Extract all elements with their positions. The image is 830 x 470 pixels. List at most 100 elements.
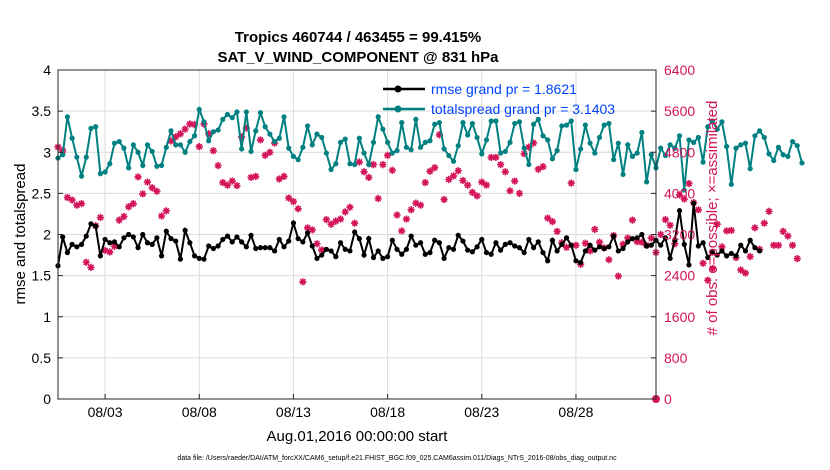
totalspread-point — [530, 121, 537, 127]
obs-marker-strokes — [190, 120, 199, 129]
obs-marker-strokes — [482, 181, 491, 189]
rmse-point — [695, 243, 701, 249]
obs-assimilated-point — [657, 230, 665, 239]
rmse-point — [611, 233, 617, 239]
obs-assimilated-point — [708, 264, 717, 273]
totalspread-point — [342, 136, 348, 142]
obs-marker-strokes — [82, 258, 90, 266]
obs-marker-strokes — [153, 187, 161, 195]
rmse-point — [111, 239, 118, 245]
totalspread-point — [521, 145, 527, 151]
totalspread-point — [64, 114, 71, 120]
obs-marker-strokes — [176, 130, 185, 138]
obs-marker-strokes — [497, 160, 505, 169]
obs-marker-strokes — [195, 142, 203, 151]
obs-marker-strokes — [63, 193, 72, 202]
totalspread-point — [352, 161, 358, 168]
obs-assimilated-point — [195, 142, 203, 151]
totalspread-point — [60, 152, 66, 158]
totalspread-point — [559, 123, 565, 129]
rmse-point — [88, 221, 94, 227]
obs-assimilated-point — [539, 163, 547, 171]
totalspread-point — [752, 133, 758, 139]
obs-assimilated-point — [581, 239, 589, 247]
obs-assimilated-point — [449, 172, 458, 180]
totalspread-point — [450, 158, 457, 164]
totalspread-point — [667, 142, 673, 148]
rmse-point — [248, 232, 254, 238]
totalspread-point — [328, 166, 334, 173]
obs-marker-strokes — [261, 151, 269, 159]
obs-assimilated-point — [515, 189, 524, 197]
obs-marker-strokes — [760, 219, 768, 227]
obs-assimilated-point — [63, 193, 72, 202]
obs-marker-strokes — [723, 227, 731, 235]
totalspread-point — [220, 116, 226, 122]
obs-assimilated-point — [388, 166, 396, 174]
obs-marker-strokes — [318, 246, 326, 254]
legend-rmse-marker — [394, 85, 402, 93]
obs-marker-strokes — [341, 208, 349, 216]
totalspread-point — [639, 129, 645, 136]
rmse-point — [168, 236, 174, 242]
left-y-tick-label: 2 — [43, 227, 51, 243]
left-y-tick-label: 0 — [43, 391, 51, 407]
obs-marker-strokes — [619, 240, 627, 248]
obs-assimilated-point — [553, 227, 561, 236]
obs-assimilated-point — [459, 176, 467, 185]
rmse-point — [182, 227, 188, 233]
obs-marker-strokes — [708, 264, 717, 273]
totalspread-point — [587, 140, 593, 146]
obs-assimilated-point — [261, 151, 269, 159]
totalspread-point — [191, 133, 198, 139]
right-y-tick-label: 6400 — [664, 62, 695, 78]
obs-assimilated-point — [572, 241, 580, 249]
rmse-point — [107, 240, 113, 246]
rmse-point — [262, 245, 268, 251]
right-y-tick-label: 5600 — [664, 103, 695, 119]
rmse-point — [455, 232, 461, 238]
obs-marker-strokes — [704, 276, 712, 284]
totalspread-point — [643, 179, 650, 185]
rmse-point — [450, 246, 457, 252]
obs-assimilated-point — [407, 206, 415, 214]
rmse-point — [756, 248, 763, 254]
obs-marker-strokes — [106, 248, 114, 256]
rmse-point — [304, 230, 311, 236]
series-layer — [54, 105, 805, 403]
totalspread-point — [403, 144, 410, 150]
totalspread-point — [455, 143, 461, 149]
obs-marker-strokes — [242, 124, 250, 132]
rmse-point — [375, 248, 381, 254]
obs-assimilated-point — [591, 225, 599, 233]
totalspread-point — [239, 146, 245, 152]
rmse-point — [290, 220, 297, 226]
rmse-point — [521, 249, 527, 256]
rmse-point — [403, 246, 410, 252]
obs-marker-strokes — [539, 163, 547, 171]
totalspread-point — [295, 157, 301, 163]
obs-assimilated-point — [73, 201, 81, 209]
rmse-point — [229, 239, 235, 245]
totalspread-point — [691, 139, 697, 145]
totalspread-point — [253, 128, 259, 134]
obs-assimilated-point — [595, 238, 604, 246]
totalspread-point — [460, 120, 466, 126]
totalspread-point — [563, 122, 570, 128]
rmse-point — [347, 248, 353, 254]
obs-assimilated-point — [628, 216, 637, 224]
totalspread-point — [413, 116, 419, 122]
x-tick-label: 08/13 — [276, 404, 311, 420]
totalspread-point — [507, 139, 513, 145]
obs-marker-strokes — [454, 167, 462, 175]
rmse-point — [676, 208, 683, 214]
rmse-point — [545, 258, 551, 264]
obs-marker-strokes — [332, 217, 340, 225]
totalspread-point — [309, 142, 315, 148]
obs-assimilated-point — [525, 143, 533, 151]
obs-marker-strokes — [275, 175, 283, 183]
totalspread-point — [724, 143, 730, 150]
obs-assimilated-point — [704, 276, 712, 284]
obs-assimilated-point — [143, 178, 152, 186]
totalspread-point — [140, 162, 146, 169]
